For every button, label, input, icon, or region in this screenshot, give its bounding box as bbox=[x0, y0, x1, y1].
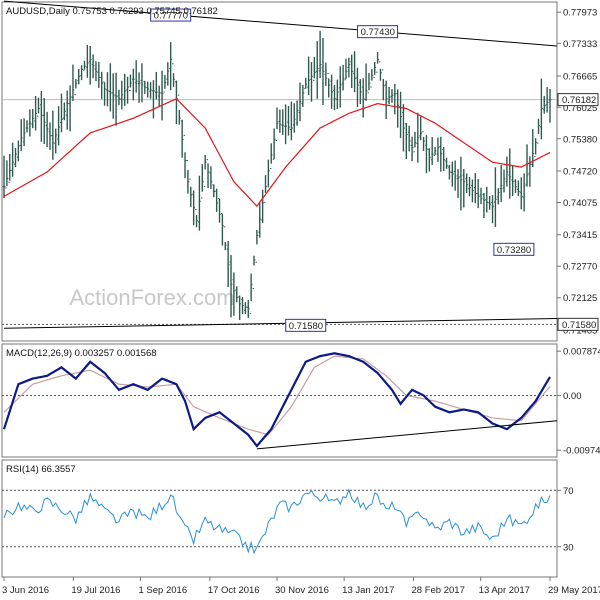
date-tick-label: 19 Jul 2016 bbox=[71, 585, 120, 596]
price-tick-label: 0.75380 bbox=[563, 134, 597, 145]
annotation-label: 0.77430 bbox=[361, 27, 395, 38]
date-tick-label: 1 Sep 2016 bbox=[139, 585, 188, 596]
annotation-label: 0.73280 bbox=[497, 245, 531, 256]
macd-pane bbox=[1, 343, 558, 458]
annotation-box bbox=[357, 25, 399, 39]
macd-tick-label: 0.00 bbox=[563, 391, 582, 402]
price-tick-label: 0.76025 bbox=[563, 103, 597, 114]
date-tick-label: 13 Jan 2017 bbox=[342, 585, 394, 596]
macd-trendline bbox=[256, 420, 558, 450]
price-tick-label: 0.77333 bbox=[563, 39, 597, 50]
watermark: ActionForex.com bbox=[69, 285, 234, 310]
last-price-box bbox=[557, 93, 599, 107]
support-box bbox=[557, 317, 599, 331]
annotation-label: 0.71580 bbox=[289, 321, 323, 332]
date-tick-label: 17 Oct 2016 bbox=[208, 585, 260, 596]
macd-signal-line bbox=[3, 355, 551, 436]
rsi-layer bbox=[2, 488, 557, 555]
date-tick-label: 3 Jun 2016 bbox=[2, 585, 49, 596]
date-tick-label: 13 Apr 2017 bbox=[479, 585, 530, 596]
macd-tick-label: -0.009742 bbox=[563, 446, 600, 457]
annotation-label: 0.77770 bbox=[154, 11, 188, 22]
trendline-lower bbox=[3, 317, 558, 329]
price-layer: 0.77770 0.77430 0.71580 0.73280 bbox=[2, 0, 558, 332]
macd-label: MACD(12,26,9) 0.003257 0.001568 bbox=[6, 348, 157, 359]
moving-average-line bbox=[3, 98, 551, 208]
date-tick-label: 30 Nov 2016 bbox=[275, 585, 329, 596]
price-tick-label: 0.76665 bbox=[563, 72, 597, 83]
price-tick-label: 0.74075 bbox=[563, 198, 597, 209]
rsi-label: RSI(14) 66.3557 bbox=[6, 464, 76, 475]
support-label: 0.71580 bbox=[562, 320, 596, 331]
rsi-tick-label: 70 bbox=[563, 486, 574, 497]
last-price-label: 0.76182 bbox=[562, 95, 596, 106]
price-tick-label: 0.74720 bbox=[563, 167, 597, 178]
annotation-box bbox=[150, 8, 192, 22]
date-tick-label: 29 May 2017 bbox=[548, 585, 600, 596]
price-tick-label: 0.72770 bbox=[563, 262, 597, 273]
annotation-box bbox=[285, 318, 327, 332]
macd-layer bbox=[2, 352, 558, 450]
annotation-box bbox=[493, 242, 535, 256]
macd-tick-label: 0.007874 bbox=[563, 347, 600, 358]
rsi-pane bbox=[1, 459, 558, 578]
date-tick-label: 28 Feb 2017 bbox=[412, 585, 465, 596]
rsi-line bbox=[3, 488, 551, 555]
price-tick-label: 0.72125 bbox=[563, 293, 597, 304]
trendline-upper bbox=[3, 0, 558, 47]
macd-line bbox=[2, 352, 551, 448]
price-header: AUDUSD,Daily 0.75753 0.76293 0.75745 0.7… bbox=[6, 6, 218, 17]
axis-layer: 0.77973 0.77333 0.76665 0.76025 0.75380 0.747… bbox=[2, 8, 600, 596]
rsi-tick-label: 30 bbox=[563, 542, 574, 553]
price-tick-label: 0.77973 bbox=[563, 8, 597, 19]
price-tick-label: 0.73415 bbox=[563, 230, 597, 241]
price-tick-label: 0.71465 bbox=[563, 325, 597, 336]
